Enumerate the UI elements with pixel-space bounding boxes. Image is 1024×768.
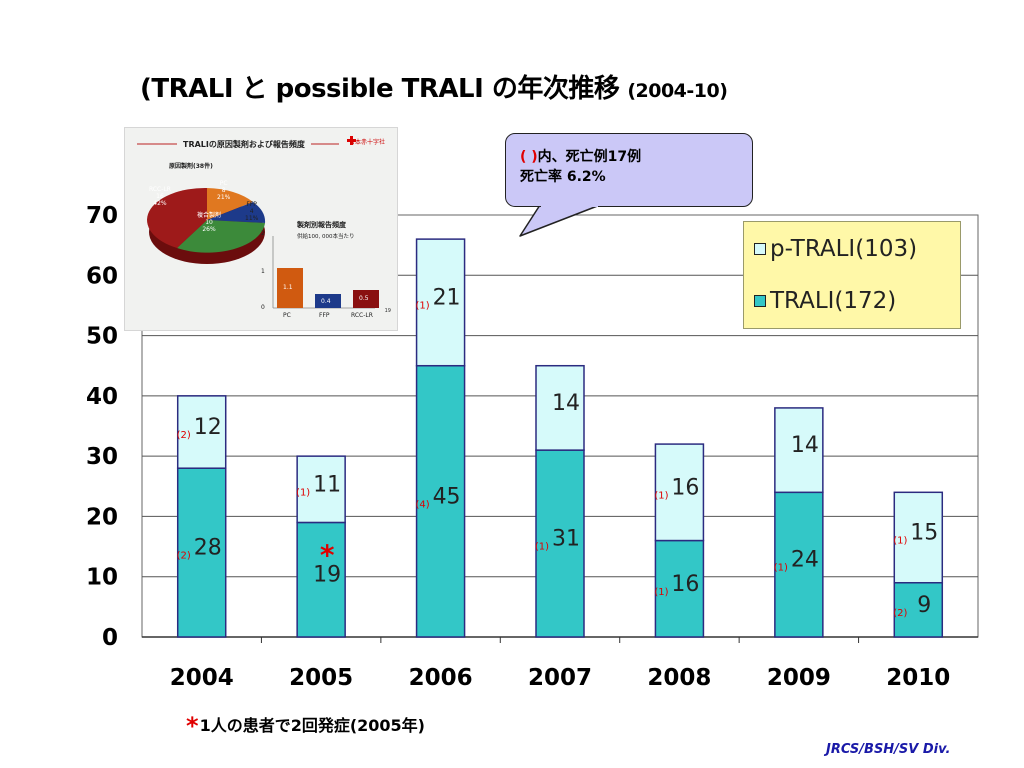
bar-value-label: 12 <box>194 415 222 440</box>
bar-trali <box>415 364 466 638</box>
bar-value-label: 14 <box>791 433 819 458</box>
footnote: *1人の患者で2回発症(2005年) <box>186 712 425 740</box>
bar-p-trali <box>176 395 227 469</box>
bar-value-label: 21 <box>433 285 461 310</box>
x-tick-label: 2010 <box>886 665 950 691</box>
x-tick-label: 2009 <box>767 665 831 691</box>
inset-pie-slice-combined <box>177 220 265 253</box>
y-tick-label: 30 <box>86 444 118 470</box>
bar-value-label: 31 <box>552 527 580 552</box>
bar-value-label: 16 <box>671 475 699 500</box>
callout-line-1: ( )内、死亡例17例 <box>520 149 642 165</box>
inset-bar-label-ffp: FFP <box>319 312 330 319</box>
inset-bar-title: 製剤別報告頻度 <box>297 221 346 229</box>
death-count-trali: (1) <box>774 563 788 574</box>
bar-value-label: 45 <box>433 484 461 509</box>
death-count-p-trali: (1) <box>415 300 429 311</box>
bar-trali <box>296 521 346 638</box>
death-count-trali: (1) <box>535 542 549 553</box>
inset-pie-label-pc: PC 8 21% <box>217 180 231 201</box>
inset-graphics <box>137 136 379 309</box>
bar-p-trali <box>893 491 944 584</box>
bar-value-label: 11 <box>313 472 341 497</box>
death-count-p-trali: (1) <box>893 536 907 547</box>
chart-title: (TRALI と possible TRALI の年次推移 (2004-10) <box>140 68 728 105</box>
bar-value-label: 24 <box>791 548 819 573</box>
inset-bar-ytick-0: 0 <box>261 304 265 311</box>
inset-slide-thumbnail: TRALIの原因製剤および報告頻度 日本赤十字社 原因製剤(38件) RCC-L… <box>124 127 398 331</box>
y-tick-label: 50 <box>86 324 118 350</box>
inset-logo-cross <box>347 136 356 145</box>
inset-bar-subtitle: 供給100, 000本当たり <box>297 234 355 240</box>
chart-legend: p-TRALI(103) TRALI(172) <box>743 221 961 329</box>
death-count-p-trali: (1) <box>296 487 310 498</box>
inset-bar-pc <box>277 268 303 308</box>
bar-value-label: 28 <box>194 536 222 561</box>
inset-bar-rcc <box>353 290 379 308</box>
inset-pie-label-rcc: RCC-LR 16 42% <box>149 186 171 207</box>
bar-value-label: 9 <box>917 593 931 618</box>
bar-value-label: 16 <box>671 572 699 597</box>
inset-pie-slice-rcc <box>147 187 207 248</box>
bar-trali <box>893 581 944 638</box>
bar-trali <box>654 539 705 638</box>
legend-swatch-trali <box>754 295 766 307</box>
bar-p-trali <box>654 443 705 542</box>
inset-pie-label-combined: 複合製剤 10 26% <box>197 212 222 233</box>
inset-title: TRALIの原因製剤および報告頻度 <box>183 140 305 149</box>
legend-item-p-trali: p-TRALI(103) <box>754 236 917 262</box>
x-tick-label: 2008 <box>647 665 711 691</box>
inset-pie-subtitle: 原因製剤(38件) <box>169 163 213 170</box>
death-count-trali: (2) <box>893 608 907 619</box>
y-tick-label: 10 <box>86 565 118 591</box>
inset-pie-chart <box>147 187 266 264</box>
y-tick-label: 0 <box>102 625 118 651</box>
inset-bar-ytick-2: 2 <box>261 230 265 237</box>
annotation-star: * <box>320 538 335 571</box>
inset-bar-value-rcc: 0.5 <box>359 295 369 302</box>
death-count-p-trali: (2) <box>177 430 191 441</box>
inset-bar-label-pc: PC <box>283 312 291 319</box>
x-tick-label: 2004 <box>170 665 234 691</box>
y-tick-label: 60 <box>86 263 118 289</box>
y-tick-label: 70 <box>86 203 118 229</box>
chart-title-main: (TRALI と possible TRALI の年次推移 <box>140 74 620 104</box>
bar-p-trali <box>774 407 824 494</box>
bar-p-trali <box>535 364 585 451</box>
inset-pie-label-ffp: FFP 4 11% <box>245 201 259 222</box>
bar-value-label: 15 <box>910 521 938 546</box>
x-tick-label: 2005 <box>289 665 353 691</box>
inset-bar-value-pc: 1.1 <box>283 284 293 291</box>
x-tick-label: 2007 <box>528 665 592 691</box>
x-tick-label: 2006 <box>409 665 473 691</box>
inset-bar-ffp <box>315 294 341 308</box>
legend-swatch-p-trali <box>754 243 766 255</box>
y-tick-label: 20 <box>86 504 118 530</box>
inset-bar-ytick-1: 1 <box>261 268 265 275</box>
death-count-trali: (2) <box>177 551 191 562</box>
inset-bar-label-rcc: RCC-LR <box>351 312 373 319</box>
callout-line-2: 死亡率 6.2% <box>520 169 606 185</box>
inset-page-number: 19 <box>384 308 391 314</box>
bar-p-trali <box>296 455 346 524</box>
death-count-trali: (4) <box>415 499 429 510</box>
bar-value-label: 19 <box>313 563 341 588</box>
inset-bar-chart <box>272 236 379 309</box>
inset-logo-text: 日本赤十字社 <box>348 139 385 146</box>
inset-bar-value-ffp: 0.4 <box>321 298 331 305</box>
credit-text: JRCS/BSH/SV Div. <box>826 742 951 757</box>
inset-pie-slice-pc <box>207 188 253 220</box>
death-count-trali: (1) <box>654 587 668 598</box>
death-rate-callout: ( )内、死亡例17例 死亡率 6.2% <box>505 133 753 207</box>
death-count-p-trali: (1) <box>654 490 668 501</box>
inset-pie-slice-ffp <box>207 202 266 223</box>
bar-value-label: 14 <box>552 391 580 416</box>
bar-p-trali <box>415 238 466 367</box>
chart-title-sub: (2004-10) <box>627 80 728 102</box>
y-tick-label: 40 <box>86 384 118 410</box>
bar-trali <box>535 449 585 638</box>
bar-trali <box>176 467 227 638</box>
legend-item-trali: TRALI(172) <box>754 288 896 314</box>
